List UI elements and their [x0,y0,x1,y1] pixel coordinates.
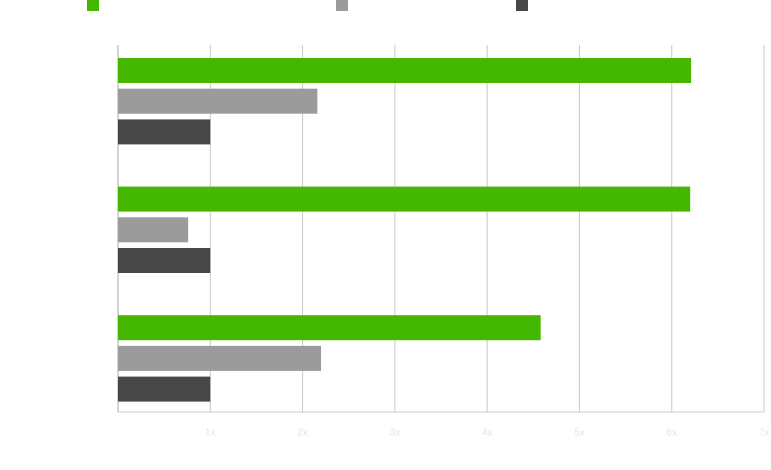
x-tick-label: 4x [482,428,493,439]
x-tick-label: 6x [666,428,677,439]
bar [118,88,318,114]
bar [118,345,322,371]
bar [118,186,691,212]
x-tick-label: 7x [759,428,770,439]
bar [118,217,189,243]
legend-swatch [87,0,99,11]
bar [118,248,211,273]
bar [118,119,211,145]
bar [118,58,692,83]
bar [118,376,211,402]
legend-swatch [336,0,348,11]
x-tick-label: 5x [574,428,585,439]
x-tick-label: 2x [297,428,308,439]
legend-swatch [516,0,528,11]
bar [118,315,541,341]
x-tick-label: 3x [390,428,401,439]
x-tick-label: 1x [205,428,216,439]
